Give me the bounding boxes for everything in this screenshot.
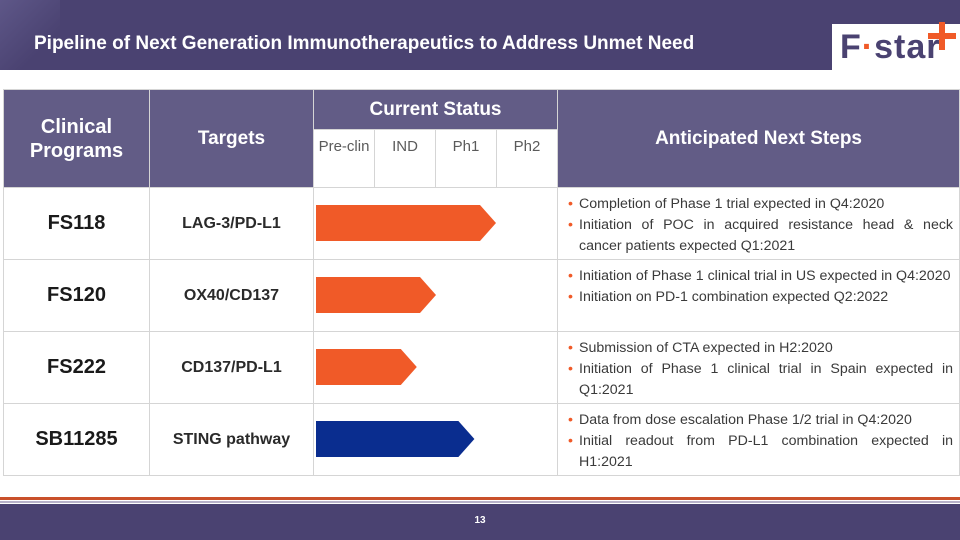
header-accent-shape <box>0 0 60 70</box>
list-item: Completion of Phase 1 trial expected in … <box>566 194 953 215</box>
slide-title: Pipeline of Next Generation Immunotherap… <box>34 33 695 54</box>
table-row: FS118 LAG-3/PD-L1 Completion of Phase 1 … <box>3 187 960 260</box>
table-row: SB11285 STING pathway Data from dose esc… <box>3 403 960 476</box>
progress-arrow-shape <box>316 349 417 385</box>
list-item: Initial readout from PD-L1 combination e… <box>566 431 953 473</box>
next-steps-cell: Data from dose escalation Phase 1/2 tria… <box>557 403 960 476</box>
pipeline-table: Clinical Programs Targets Current Status… <box>3 89 960 476</box>
logo-wordmark: F·star <box>840 28 940 67</box>
logo-plus-icon <box>928 22 956 50</box>
fstar-logo: F·star <box>832 22 960 70</box>
status-cell <box>312 259 559 332</box>
header-next-steps: Anticipated Next Steps <box>557 89 960 188</box>
logo-prefix: F <box>840 28 862 66</box>
phase-ind: IND <box>374 129 436 188</box>
phase-preclin: Pre-clin <box>313 129 375 188</box>
footer-bar: 13 <box>0 504 960 540</box>
header-current-status: Current Status <box>312 89 559 130</box>
progress-arrow-shape <box>316 421 475 457</box>
list-item: Data from dose escalation Phase 1/2 tria… <box>566 410 953 431</box>
target-name: LAG-3/PD-L1 <box>149 187 314 260</box>
logo-dot: · <box>861 28 875 66</box>
program-name: FS120 <box>3 259 150 332</box>
progress-arrow <box>316 349 417 385</box>
table-row: FS120 OX40/CD137 Initiation of Phase 1 c… <box>3 259 960 332</box>
target-name: CD137/PD-L1 <box>149 331 314 404</box>
phase-ph2: Ph2 <box>495 129 559 188</box>
target-name: STING pathway <box>149 403 314 476</box>
status-cell <box>312 187 559 260</box>
page-number: 13 <box>474 515 486 526</box>
header-clinical-programs: Clinical Programs <box>3 89 150 188</box>
list-item: Initiation of Phase 1 clinical trial in … <box>566 266 953 287</box>
footer-divider-orange <box>0 497 960 500</box>
progress-arrow-shape <box>316 205 496 241</box>
status-cell <box>312 403 559 476</box>
progress-arrow-shape <box>316 277 436 313</box>
list-item: Initiation of Phase 1 clinical trial in … <box>566 359 953 401</box>
target-name: OX40/CD137 <box>149 259 314 332</box>
program-name: SB11285 <box>3 403 150 476</box>
header-targets: Targets <box>149 89 314 188</box>
footer-divider-light <box>0 501 960 503</box>
next-steps-cell: Submission of CTA expected in H2:2020 In… <box>557 331 960 404</box>
status-cell <box>312 331 559 404</box>
table-row: FS222 CD137/PD-L1 Submission of CTA expe… <box>3 331 960 404</box>
program-name: FS222 <box>3 331 150 404</box>
list-item: Submission of CTA expected in H2:2020 <box>566 338 953 359</box>
header-bar: Pipeline of Next Generation Immunotherap… <box>0 0 960 70</box>
list-item: Initiation of POC in acquired resistance… <box>566 215 953 257</box>
next-steps-cell: Completion of Phase 1 trial expected in … <box>557 187 960 260</box>
program-name: FS118 <box>3 187 150 260</box>
next-steps-cell: Initiation of Phase 1 clinical trial in … <box>557 259 960 332</box>
list-item: Initiation on PD-1 combination expected … <box>566 287 953 308</box>
progress-arrow <box>316 421 475 457</box>
progress-arrow <box>316 205 496 241</box>
progress-arrow <box>316 277 436 313</box>
phase-ph1: Ph1 <box>435 129 497 188</box>
